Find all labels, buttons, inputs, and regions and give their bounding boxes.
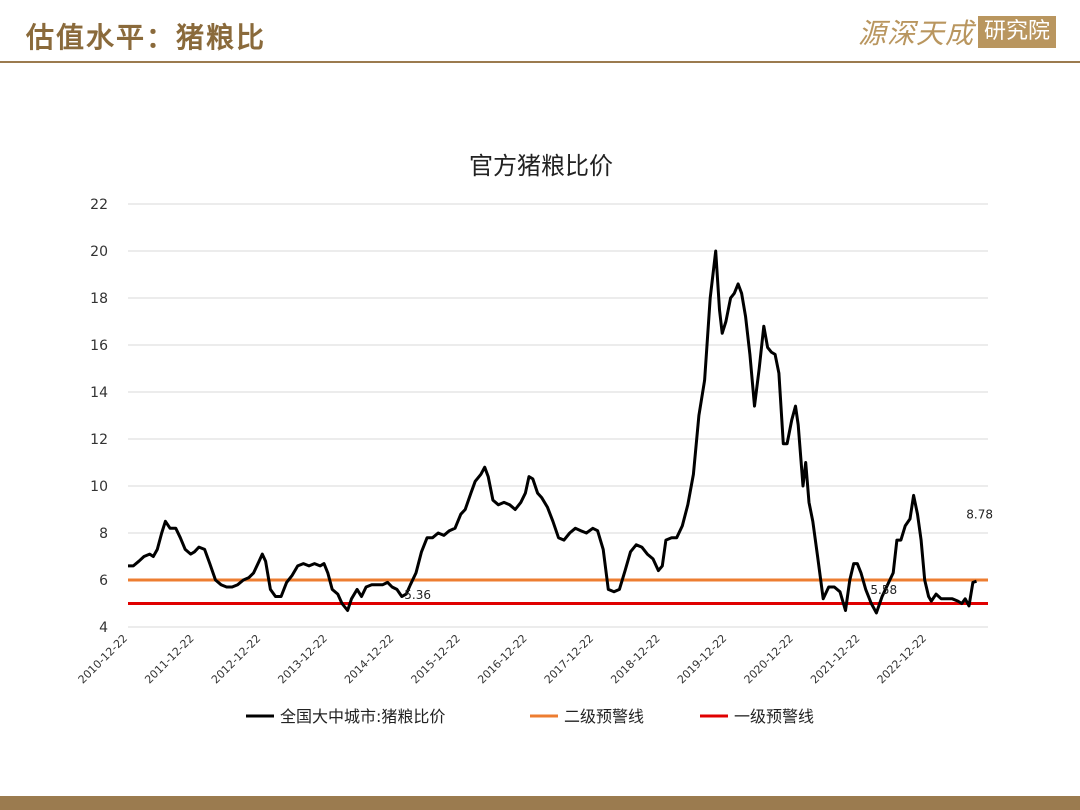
y-tick-label: 22 (90, 197, 108, 213)
y-axis-tick-labels: 4 6 8 10 12 14 16 18 20 22 (90, 197, 108, 636)
series-pig-grain-ratio-line (128, 249, 977, 615)
chart-title: 官方猪粮比价 (469, 152, 613, 180)
x-tick-label: 2019-12-22 (675, 632, 729, 686)
data-label: 5.36 (404, 588, 431, 602)
x-tick-label: 2012-12-22 (209, 632, 263, 686)
data-label: 5.58 (870, 583, 897, 597)
x-tick-label: 2013-12-22 (275, 632, 329, 686)
y-tick-label: 12 (90, 432, 108, 448)
logo-wordmark: 源深天成 (857, 17, 974, 50)
pig-grain-ratio-chart: 官方猪粮比价 4 6 8 10 12 14 16 18 20 22 2010-12-22 2011-… (76, 152, 993, 726)
page-title: 估值水平：猪粮比 (26, 21, 267, 54)
x-tick-label: 2017-12-22 (542, 632, 596, 686)
x-tick-label: 2015-12-22 (409, 632, 463, 686)
chart-legend: 全国大中城市:猪粮比价 二级预警线 一级预警线 (246, 707, 814, 726)
y-tick-label: 8 (99, 526, 108, 542)
x-tick-label: 2010-12-22 (76, 632, 130, 686)
x-tick-label: 2020-12-22 (742, 632, 796, 686)
header: 估值水平：猪粮比 源深天成 研究院 (0, 0, 1080, 63)
y-tick-label: 10 (90, 479, 108, 495)
legend-label: 二级预警线 (564, 707, 644, 726)
chart-series (128, 249, 988, 615)
data-label: 8.78 (966, 508, 993, 522)
y-tick-label: 4 (99, 620, 108, 636)
x-tick-label: 2018-12-22 (608, 632, 662, 686)
x-axis-tick-labels: 2010-12-22 2011-12-22 2012-12-22 2013-12-22… (76, 632, 929, 686)
y-tick-label: 20 (90, 244, 108, 260)
legend-label: 一级预警线 (734, 707, 814, 726)
x-tick-label: 2021-12-22 (808, 632, 862, 686)
x-tick-label: 2014-12-22 (342, 632, 396, 686)
logo-seal: 研究院 (977, 16, 1056, 48)
y-tick-label: 14 (90, 385, 108, 401)
y-tick-label: 6 (99, 573, 108, 589)
x-tick-label: 2016-12-22 (475, 632, 529, 686)
y-tick-label: 18 (90, 291, 108, 307)
chart-annotations: 5.36 5.58 8.78 (404, 508, 993, 602)
footer-bar (0, 796, 1080, 810)
y-tick-label: 16 (90, 338, 108, 354)
brand-logo: 源深天成 研究院 (858, 14, 1056, 50)
legend-label: 全国大中城市:猪粮比价 (280, 707, 445, 726)
x-tick-label: 2022-12-22 (875, 632, 929, 686)
x-tick-label: 2011-12-22 (142, 632, 196, 686)
header-divider (0, 61, 1080, 63)
